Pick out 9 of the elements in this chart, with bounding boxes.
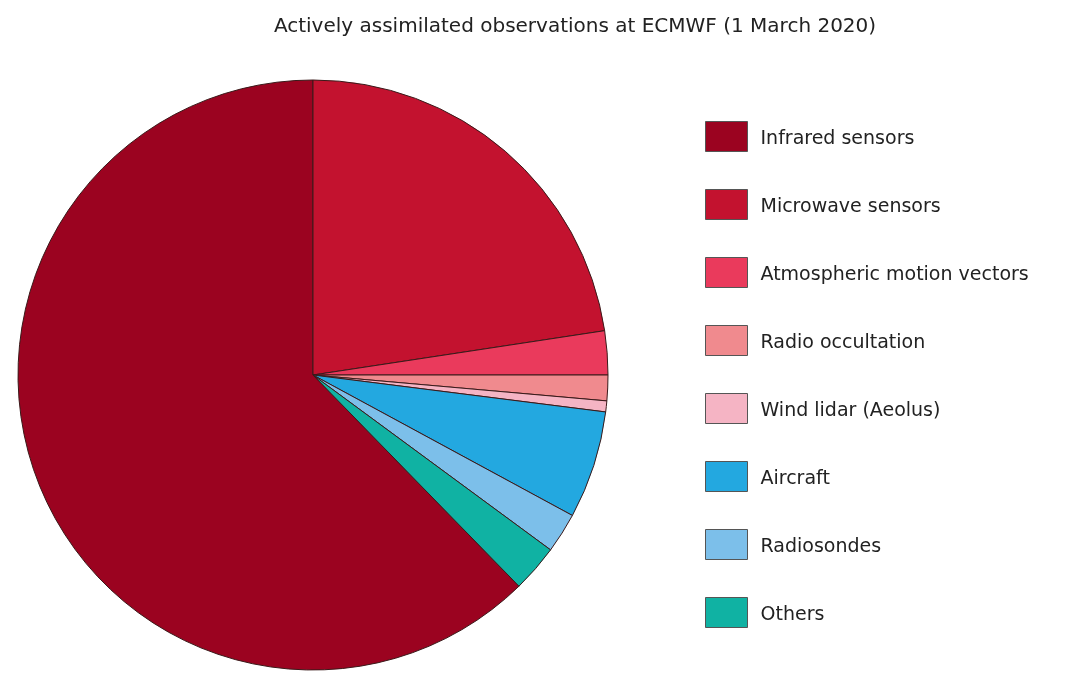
chart-title: Actively assimilated observations at ECMWF (1 March 2020) [273, 13, 877, 37]
legend-label: Aircraft [760, 465, 830, 488]
legend-label: Others [760, 601, 825, 624]
legend-label: Microwave sensors [760, 193, 941, 216]
legend-label: Radio occultation [760, 329, 926, 352]
legend-label: Atmospheric motion vectors [760, 261, 1029, 284]
legend-label: Infrared sensors [760, 125, 915, 148]
legend-label: Wind lidar (Aeolus) [760, 397, 941, 420]
legend-label: Radiosondes [760, 533, 882, 556]
